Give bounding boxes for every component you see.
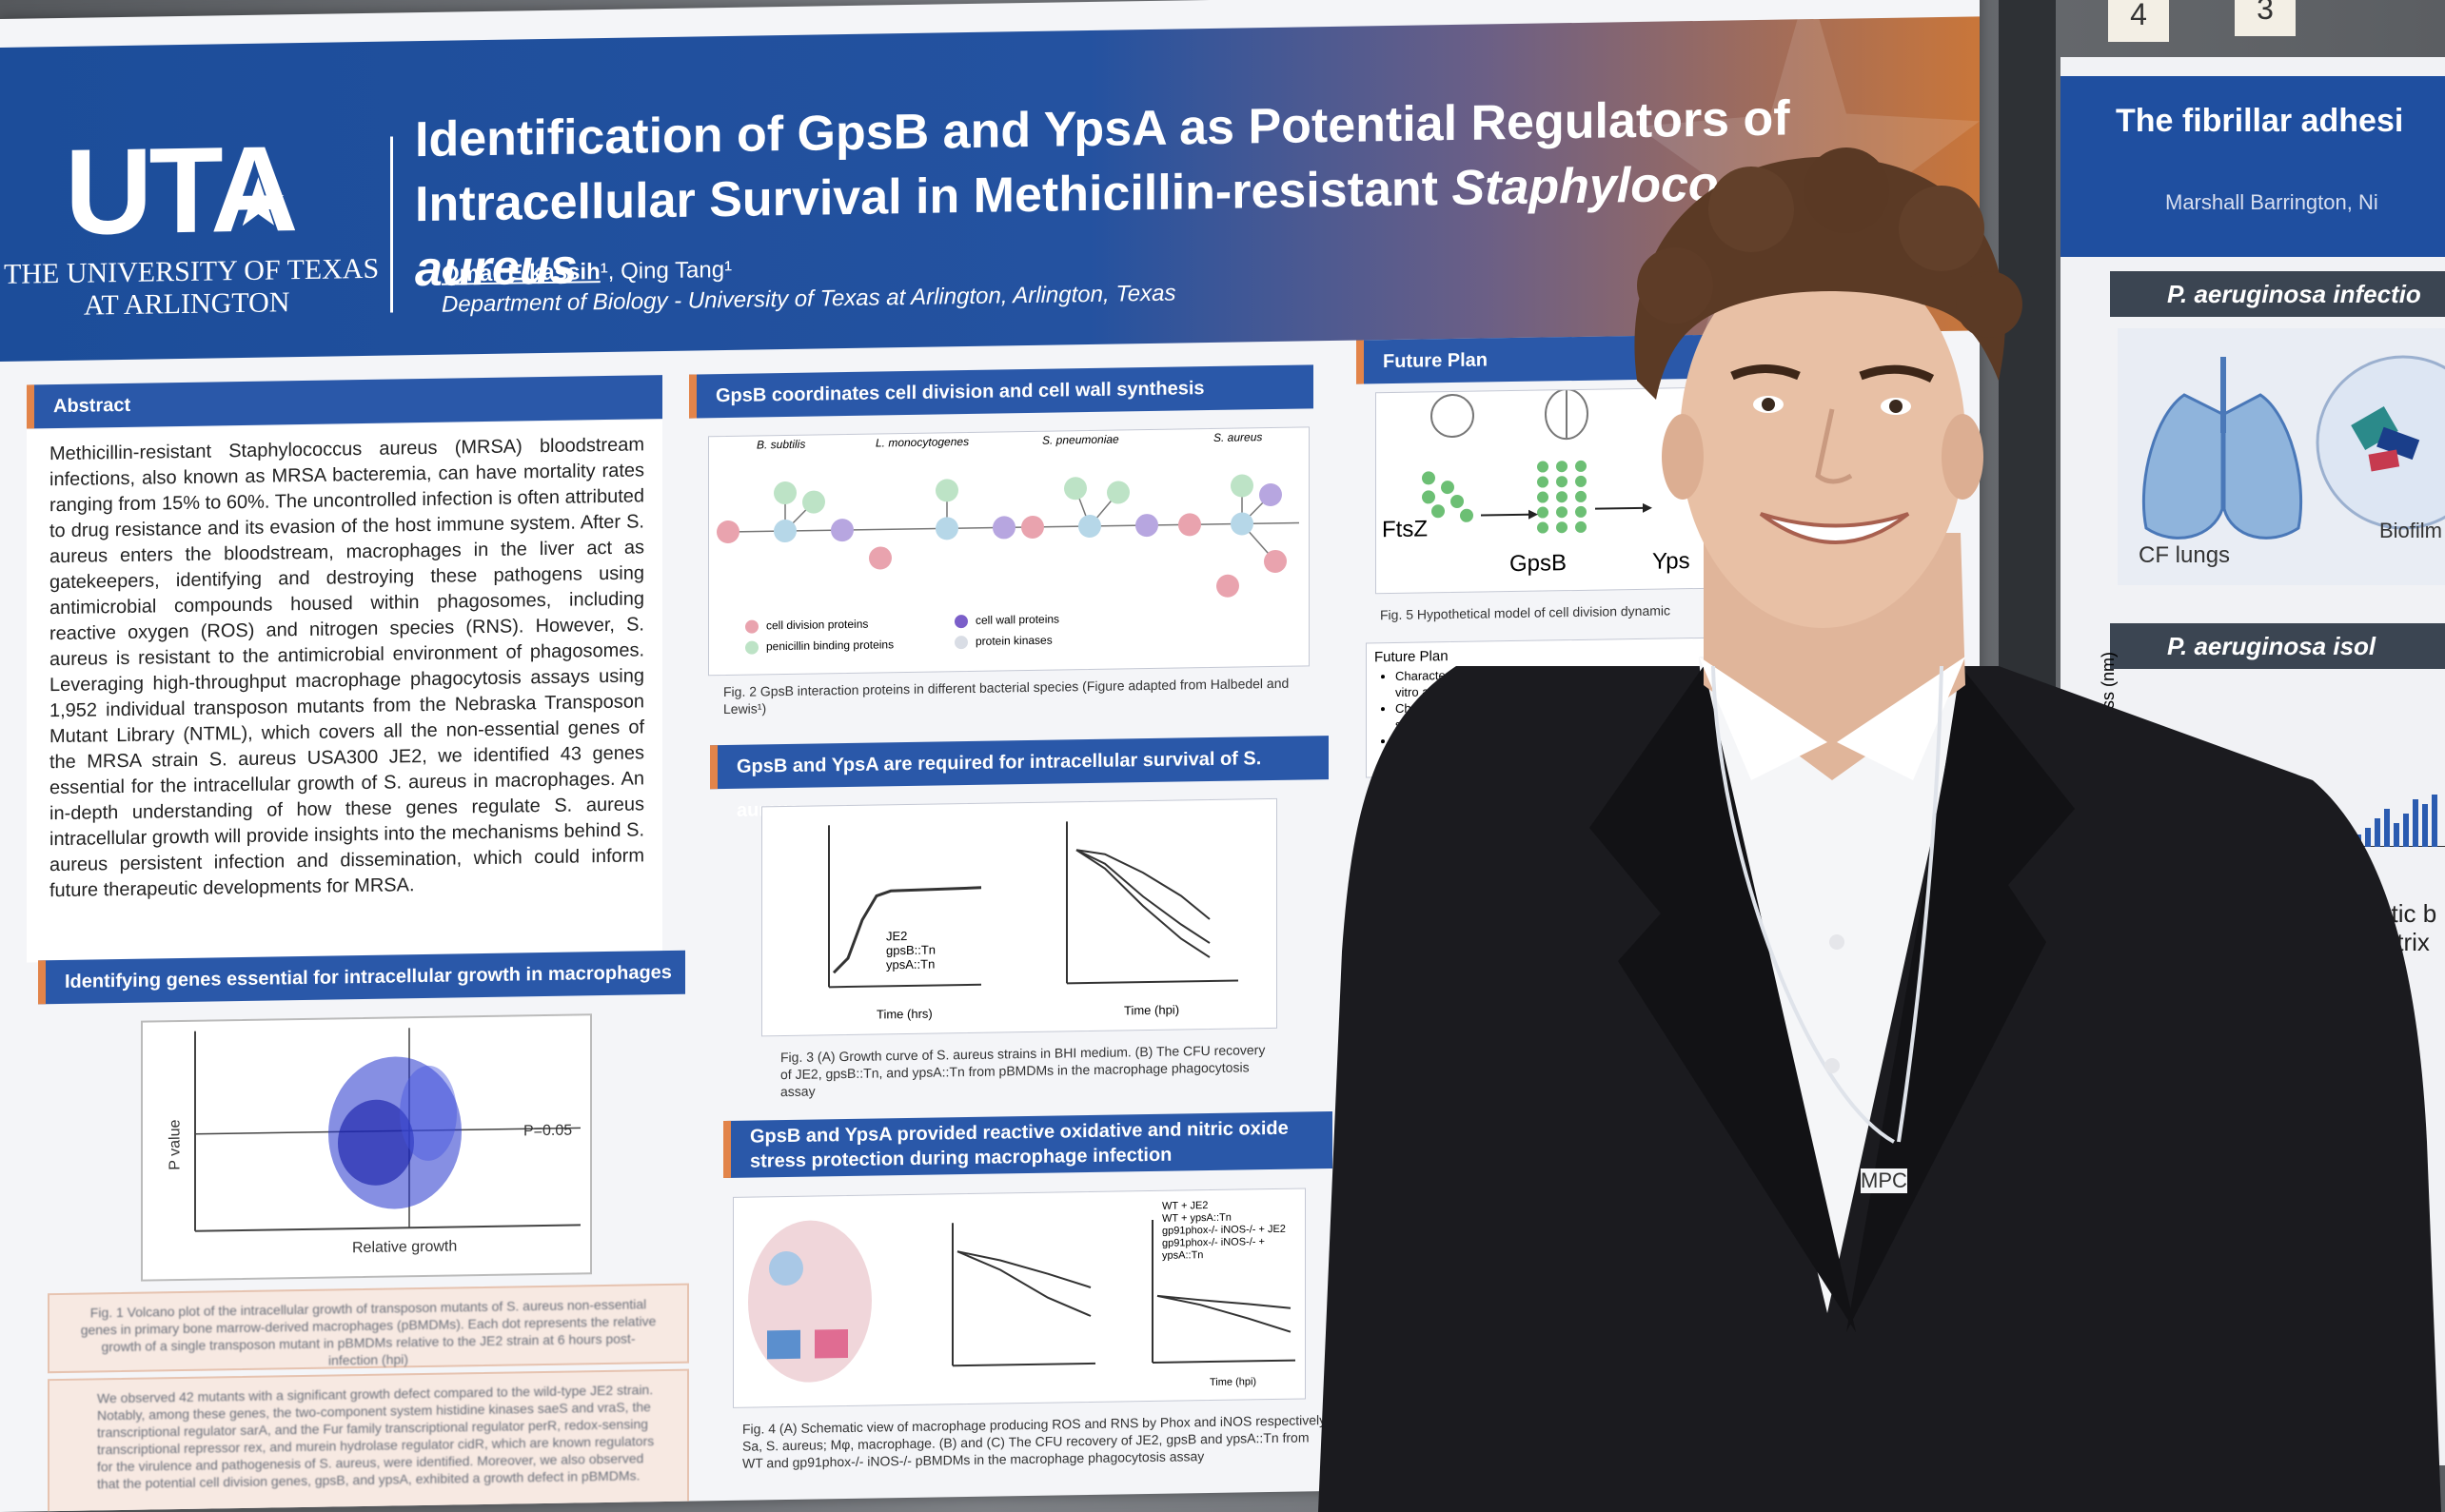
note-card-1: 4 — [2108, 0, 2169, 42]
right-poster-title: The fibrillar adhesi — [2116, 103, 2404, 139]
future-plan-list: Characterize the role of GpsB and YpsA i… — [1367, 662, 1728, 749]
legend-cell-division: cell division proteins — [766, 617, 869, 633]
species-label-4: S. aureus — [1213, 430, 1263, 444]
lung-illustration: CF lungs Biofilm — [2118, 328, 2445, 585]
legend-cell-wall: cell wall proteins — [976, 612, 1060, 627]
uta-logo-line2: AT ARLINGTON — [84, 286, 290, 322]
right-poster-bar-1: P. aeruginosa infectio — [2110, 271, 2445, 317]
future-heading: Future Plan — [1356, 334, 1737, 384]
species-label-3: S. pneumoniae — [1042, 432, 1119, 447]
cell-division-model: FtsZ GpsB Yps — [1375, 386, 1739, 595]
fig3-legend-gpsb: gpsB::Tn — [886, 942, 937, 958]
fig1-caption-box: Fig. 1 Volcano plot of the intracellular… — [48, 1283, 689, 1374]
oxidative-heading: GpsB and YpsA provided reactive oxidativ… — [723, 1111, 1332, 1179]
required-heading: GpsB and YpsA are required for intracell… — [710, 736, 1329, 821]
future-plan-item-2: Characterize the interaction between Yp … — [1395, 695, 1728, 732]
future-plan-item-1: Characterize the role of GpsB and YpsA i… — [1395, 662, 1728, 699]
results-text: We observed 42 mutants with a significan… — [97, 1382, 655, 1492]
abstract-text: Methicillin-resistant Staphylococcus aur… — [49, 434, 644, 902]
volcano-ylabel: P value — [167, 1119, 184, 1170]
species-label-1: B. subtilis — [757, 437, 806, 452]
right-poster-authors: Marshall Barrington, Ni — [2165, 190, 2378, 214]
poster-header: UTA ★ THE UNIVERSITY OF TEXAS AT ARLINGT… — [0, 16, 1980, 363]
right-poster: The fibrillar adhesi Marshall Barrington… — [2061, 57, 2445, 1465]
gpsb-heading: GpsB coordinates cell division and cell … — [689, 364, 1313, 419]
right-poster-header: The fibrillar adhesi Marshall Barrington… — [2061, 76, 2445, 257]
first-author: Omar Elkassih — [442, 259, 601, 287]
growth-curves-figure: JE2 gpsB::Tn ypsA::Tn Time (hrs) Time (h… — [761, 797, 1277, 1037]
right-poster-text-2: ofilm matrix — [2303, 928, 2430, 956]
ros-rns-figure: WT + JE2 WT + ypsA::Tn gp91phox-/- iNOS-… — [733, 1188, 1306, 1408]
logo-separator — [390, 136, 393, 313]
legend-kinases: protein kinases — [976, 633, 1053, 648]
fig2-caption: Fig. 2 GpsB interaction proteins in diff… — [723, 675, 1290, 717]
fig4-caption: Fig. 4 (A) Schematic view of macrophage … — [742, 1412, 1330, 1471]
future-plan-box: Future Plan Characterize the role of Gps… — [1366, 637, 1739, 778]
biomass-tick-2: 1.0 — [2137, 803, 2161, 822]
ftsz-label: FtsZ — [1382, 516, 1428, 543]
identifying-heading: Identifying genes essential for intracel… — [38, 950, 685, 1005]
volcano-plot: P value Relative growth P=0.05 — [141, 1013, 592, 1282]
biomass-axis-label: mass (nm) — [2099, 652, 2118, 733]
right-poster-text-3: mation is — [2303, 956, 2403, 985]
name-badge-text: MPC — [1861, 1168, 1907, 1193]
volcano-threshold: P=0.05 — [523, 1122, 573, 1140]
fig3-xlabel-b: Time (hpi) — [1124, 1002, 1180, 1018]
fig3-legend-ypsa: ypsA::Tn — [886, 956, 936, 972]
yps-label: Yps — [1652, 548, 1690, 575]
main-poster: UTA ★ THE UNIVERSITY OF TEXAS AT ARLINGT… — [0, 0, 1980, 1512]
biofilm-label: Biofilm — [2379, 519, 2443, 542]
fig4-xlabel: Time (hpi) — [1210, 1376, 1257, 1389]
future-plan-subheading: Future Plan — [1374, 648, 1449, 666]
legend-pbp: penicillin binding proteins — [766, 638, 895, 654]
volcano-xlabel: Relative growth — [352, 1238, 458, 1257]
biomass-chart: mass (nm) 1.5 1.0 — [2099, 652, 2445, 894]
other-authors: ¹, Qing Tang¹ — [600, 256, 733, 285]
board-divider — [1999, 0, 2056, 1512]
fig4-legend-4: gp91phox-/- iNOS-/- + ypsA::Tn — [1162, 1236, 1265, 1262]
uta-logo-line1: THE UNIVERSITY OF TEXAS — [4, 252, 380, 290]
biomass-tick-1: 1.5 — [2137, 759, 2161, 778]
fig5-caption: Fig. 5 Hypothetical model of cell divisi… — [1380, 602, 1671, 623]
gpsb-label: GpsB — [1509, 550, 1568, 578]
results-text-box: We observed 42 mutants with a significan… — [48, 1368, 689, 1512]
fig3-caption: Fig. 3 (A) Growth curve of S. aureus str… — [780, 1042, 1266, 1100]
interaction-network-figure: B. subtilis L. monocytogenes S. pneumoni… — [708, 426, 1310, 677]
uta-star-icon: ★ — [228, 165, 288, 241]
title-line-2-plain: Intracellular Survival in Methicillin-re… — [415, 161, 1452, 233]
species-label-2: L. monocytogenes — [876, 435, 970, 450]
fig3-xlabel-a: Time (hrs) — [877, 1006, 933, 1022]
right-poster-text-1: med static b — [2303, 899, 2437, 928]
right-poster-bar-2: P. aeruginosa isol — [2110, 623, 2445, 669]
fig3-legend: JE2 gpsB::Tn ypsA::Tn — [886, 929, 936, 972]
note-card-2: 3 — [2235, 0, 2296, 36]
fig1-caption: Fig. 1 Volcano plot of the intracellular… — [80, 1296, 657, 1368]
fig4-legend-3: gp91phox-/- iNOS-/- + JE2 — [1162, 1223, 1286, 1237]
cf-lungs-label: CF lungs — [2139, 542, 2231, 568]
fig4-legend: WT + JE2 WT + ypsA::Tn gp91phox-/- iNOS-… — [1162, 1198, 1305, 1262]
poster-authors: Omar Elkassih¹, Qing Tang¹ — [442, 257, 732, 288]
fig3-legend-je2: JE2 — [886, 929, 908, 944]
